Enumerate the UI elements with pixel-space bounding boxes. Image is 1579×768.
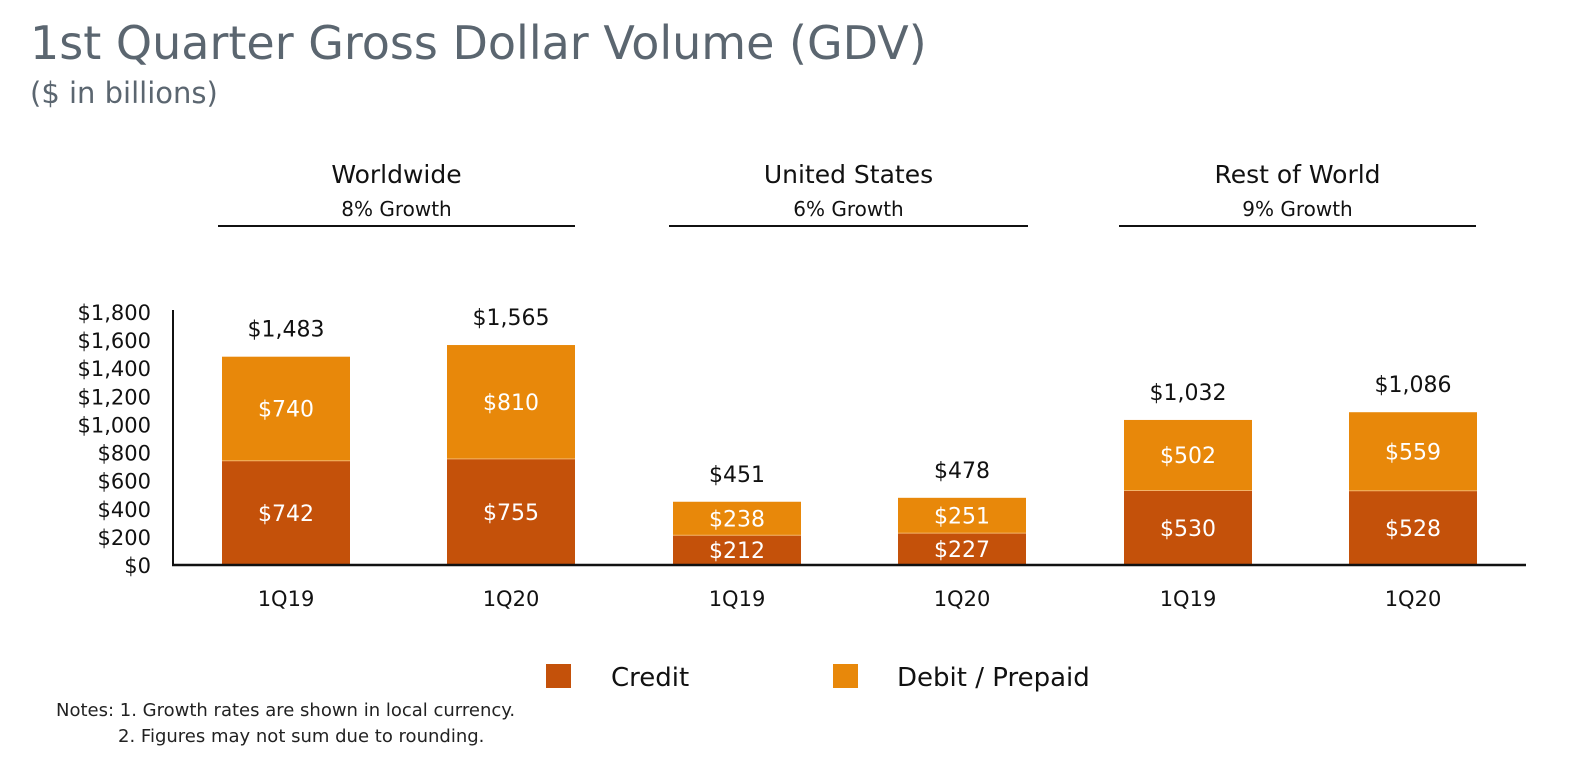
bar-debit <box>673 501 801 536</box>
page-subtitle: ($ in billions) <box>30 76 218 110</box>
y-tick-label: $1,800 <box>78 301 151 325</box>
credit-value-label: $742 <box>258 502 314 527</box>
debit-value-label: $810 <box>483 391 539 416</box>
total-value-label: $1,086 <box>1375 373 1452 398</box>
debit-value-label: $559 <box>1385 441 1441 466</box>
y-tick-label: $0 <box>124 554 151 578</box>
group-growth: 9% Growth <box>1242 197 1352 221</box>
debit-value-label: $502 <box>1160 444 1216 469</box>
credit-value-label: $530 <box>1160 517 1216 542</box>
y-tick-label: $1,000 <box>78 413 151 437</box>
legend-swatch-credit <box>546 664 571 688</box>
x-tick-label: 1Q19 <box>1160 587 1217 611</box>
x-tick-label: 1Q20 <box>483 587 540 611</box>
debit-value-label: $238 <box>709 507 765 532</box>
group-title: Rest of World <box>1214 160 1380 189</box>
bar-debit <box>447 345 575 459</box>
y-tick-label: $200 <box>98 526 151 550</box>
total-value-label: $1,032 <box>1150 381 1227 406</box>
y-tick-label: $400 <box>98 498 151 522</box>
bar-credit <box>673 535 801 565</box>
note-2: 2. Figures may not sum due to rounding. <box>118 726 485 747</box>
x-tick-label: 1Q19 <box>709 587 766 611</box>
debit-value-label: $740 <box>258 398 314 423</box>
group-headers: Worldwide 8% Growth United States 6% Growth… <box>218 160 1476 227</box>
credit-value-label: $227 <box>934 538 990 563</box>
group-title: Worldwide <box>331 160 461 189</box>
bar-debit <box>222 356 350 461</box>
bar-debit <box>1349 412 1477 491</box>
y-tick-label: $1,200 <box>78 385 151 409</box>
x-tick-label: 1Q20 <box>934 587 991 611</box>
y-tick-label: $800 <box>98 442 151 466</box>
legend-label-debit: Debit / Prepaid <box>897 663 1090 693</box>
bars: $742 $740 $1,483 $755 $810 $1,565 $212 $238 $451… <box>222 306 1477 565</box>
notes: Notes: 1. Growth rates are shown in loca… <box>56 698 515 750</box>
debit-value-label: $251 <box>934 504 990 529</box>
group-growth: 6% Growth <box>793 197 903 221</box>
bar-credit <box>1349 490 1477 565</box>
bar-credit <box>898 533 1026 565</box>
legend-swatch-debit <box>833 664 858 688</box>
bar-debit <box>898 497 1026 534</box>
legend: Credit Debit / Prepaid <box>546 663 1090 693</box>
group-growth: 8% Growth <box>341 197 451 221</box>
legend-label-credit: Credit <box>611 663 689 693</box>
total-value-label: $478 <box>934 459 990 484</box>
x-tick-label: 1Q20 <box>1385 587 1442 611</box>
note-1: Notes: 1. Growth rates are shown in loca… <box>56 700 516 721</box>
bar-credit <box>222 460 350 565</box>
total-value-label: $1,483 <box>248 318 325 343</box>
y-axis: $0 $200 $400 $600 $800 $1,000 $1,200 $1,400 $1,6… <box>78 301 174 578</box>
y-tick-label: $1,600 <box>78 329 151 353</box>
group-title: United States <box>764 160 933 189</box>
total-value-label: $451 <box>709 463 765 488</box>
bar-debit <box>1124 419 1252 491</box>
page-title: 1st Quarter Gross Dollar Volume (GDV) <box>30 16 927 70</box>
y-tick-label: $600 <box>98 470 151 494</box>
x-axis: 1Q19 1Q20 1Q19 1Q20 1Q19 1Q20 <box>172 563 1526 611</box>
credit-value-label: $212 <box>709 539 765 564</box>
credit-value-label: $528 <box>1385 517 1441 542</box>
bar-credit <box>1124 490 1252 565</box>
x-tick-label: 1Q19 <box>258 587 315 611</box>
total-value-label: $1,565 <box>473 306 550 331</box>
y-tick-label: $1,400 <box>78 357 151 381</box>
credit-value-label: $755 <box>483 501 539 526</box>
bar-credit <box>447 458 575 565</box>
